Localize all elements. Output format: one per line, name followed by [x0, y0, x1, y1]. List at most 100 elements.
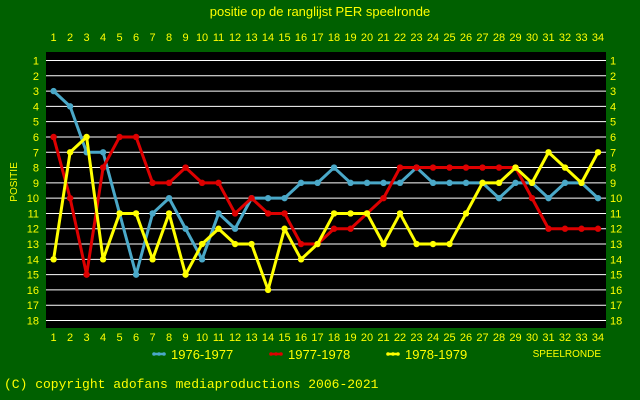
- data-point: [396, 210, 404, 217]
- x-tick-label-bottom: 29: [509, 332, 521, 344]
- x-tick-label-top: 20: [361, 32, 373, 44]
- data-point: [495, 164, 503, 171]
- legend-marker: [162, 352, 166, 356]
- data-point: [182, 225, 189, 232]
- x-tick-label-top: 6: [133, 32, 139, 44]
- x-tick-label-top: 21: [377, 32, 389, 44]
- data-point: [248, 194, 255, 202]
- data-point: [396, 179, 404, 187]
- y-tick-label-left: 14: [27, 254, 39, 266]
- legend-item: 1977-1978: [269, 347, 350, 362]
- y-axis-label: POSITIE: [9, 162, 20, 202]
- x-tick-label-top: 31: [542, 32, 554, 44]
- y-tick-label-left: 12: [27, 224, 39, 236]
- data-point: [297, 179, 305, 187]
- series-1978-1979: [50, 133, 602, 294]
- x-tick-label-bottom: 2: [67, 332, 73, 344]
- data-point: [198, 179, 206, 187]
- data-point: [281, 225, 288, 232]
- x-tick-label-bottom: 11: [213, 332, 224, 344]
- x-tick-label-bottom: 34: [592, 332, 604, 344]
- x-tick-label-bottom: 18: [328, 332, 340, 344]
- data-point: [215, 210, 222, 217]
- legend-marker: [157, 352, 161, 356]
- x-tick-label-top: 11: [213, 32, 224, 44]
- x-tick-label-bottom: 7: [150, 332, 156, 344]
- data-point: [545, 149, 552, 156]
- data-point: [413, 240, 420, 248]
- x-tick-label-top: 32: [559, 32, 571, 44]
- data-point: [594, 225, 602, 232]
- y-tick-label-left: 6: [33, 132, 39, 144]
- x-tick-label-top: 23: [410, 32, 422, 44]
- data-point: [83, 133, 90, 141]
- data-point: [314, 240, 321, 248]
- y-tick-label-right: 17: [610, 300, 622, 312]
- data-point: [446, 179, 453, 187]
- data-point: [264, 194, 272, 202]
- legend-item: 1978-1979: [386, 347, 467, 362]
- data-point: [264, 210, 272, 217]
- data-point: [578, 225, 585, 232]
- legend: 1976-1977 1977-1978 1978-1979: [152, 347, 467, 362]
- data-point: [545, 194, 552, 202]
- data-point: [512, 179, 519, 187]
- y-tick-label-right: 15: [610, 270, 622, 282]
- legend-label: 1977-1978: [288, 347, 350, 362]
- y-tick-label-left: 11: [28, 208, 39, 220]
- x-tick-label-top: 26: [460, 32, 472, 44]
- x-tick-label-top: 2: [67, 32, 73, 44]
- x-tick-label-bottom: 10: [196, 332, 208, 344]
- x-tick-label-bottom: 13: [245, 332, 257, 344]
- x-tick-label-bottom: 14: [262, 332, 274, 344]
- data-point: [594, 149, 602, 156]
- copyright-text: (C) copyright adofans mediaproductions 2…: [4, 377, 379, 392]
- data-point: [198, 240, 206, 248]
- data-point: [297, 240, 305, 248]
- x-tick-label-top: 1: [51, 32, 57, 44]
- y-tick-label-right: 11: [610, 208, 621, 220]
- legend-marker: [274, 352, 278, 356]
- plot-area: [46, 52, 606, 328]
- y-tick-label-right: 10: [610, 193, 622, 205]
- data-point: [347, 225, 354, 232]
- legend-marker: [396, 352, 400, 356]
- data-point: [165, 179, 173, 187]
- data-point: [429, 179, 437, 187]
- y-tick-label-left: 8: [33, 163, 39, 175]
- data-point: [66, 194, 74, 202]
- y-tick-label-left: 7: [33, 147, 39, 159]
- data-point: [363, 210, 371, 217]
- x-tick-label-bottom: 9: [183, 332, 189, 344]
- x-tick-label-top: 17: [311, 32, 323, 44]
- x-tick-label-top: 18: [328, 32, 340, 44]
- y-tick-label-left: 17: [27, 300, 39, 312]
- x-tick-label-bottom: 22: [394, 332, 406, 344]
- data-point: [495, 179, 503, 187]
- data-point: [132, 133, 140, 141]
- y-tick-label-right: 7: [610, 147, 616, 159]
- y-tick-label-left: 13: [27, 239, 39, 251]
- x-tick-label-bottom: 31: [542, 332, 554, 344]
- x-tick-label-bottom: 8: [166, 332, 172, 344]
- data-point: [66, 149, 74, 156]
- y-tick-label-right: 5: [610, 117, 616, 129]
- y-tick-label-right: 14: [610, 254, 622, 266]
- y-tick-label-left: 15: [27, 270, 39, 282]
- data-point: [231, 210, 239, 217]
- data-point: [149, 210, 156, 217]
- series-lines: [50, 87, 602, 294]
- data-point: [429, 240, 437, 248]
- data-point: [495, 194, 503, 202]
- y-tick-label-left: 9: [33, 178, 39, 190]
- data-point: [132, 210, 140, 217]
- x-tick-label-top: 27: [476, 32, 488, 44]
- x-tick-label-bottom: 12: [229, 332, 241, 344]
- data-point: [380, 240, 387, 248]
- data-point: [281, 210, 288, 217]
- y-tick-label-right: 3: [610, 86, 616, 98]
- data-point: [512, 164, 519, 171]
- data-point: [99, 149, 107, 156]
- data-point: [446, 240, 453, 248]
